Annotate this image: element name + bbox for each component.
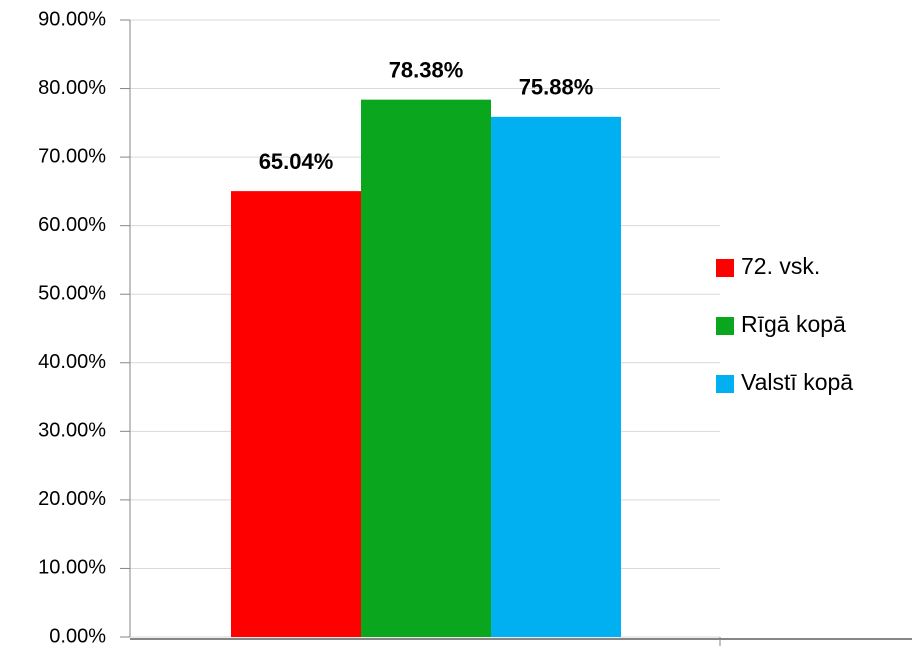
y-tick-label: 20.00% [38,488,106,510]
y-tick-label: 0.00% [49,625,106,646]
value-label: 78.38% [389,57,464,82]
legend-label: Rīgā kopā [741,311,846,337]
legend-swatch [716,375,734,393]
y-tick-label: 50.00% [38,283,106,305]
y-tick-label: 10.00% [38,557,106,579]
y-tick-label: 80.00% [38,77,106,99]
y-tick-label: 60.00% [38,214,106,236]
y-tick-label: 90.00% [38,8,106,30]
value-label: 75.88% [519,75,594,100]
value-label: 65.04% [259,149,334,174]
bar [491,116,621,638]
y-tick-label: 70.00% [38,145,106,167]
y-tick-label: 40.00% [38,351,106,373]
legend-label: 72. vsk. [741,253,820,279]
bar [231,191,361,637]
y-tick-label: 30.00% [38,420,106,442]
legend-swatch [716,259,734,277]
legend-label: Valstī kopā [741,369,853,395]
bar [361,99,491,637]
legend-swatch [716,317,734,335]
